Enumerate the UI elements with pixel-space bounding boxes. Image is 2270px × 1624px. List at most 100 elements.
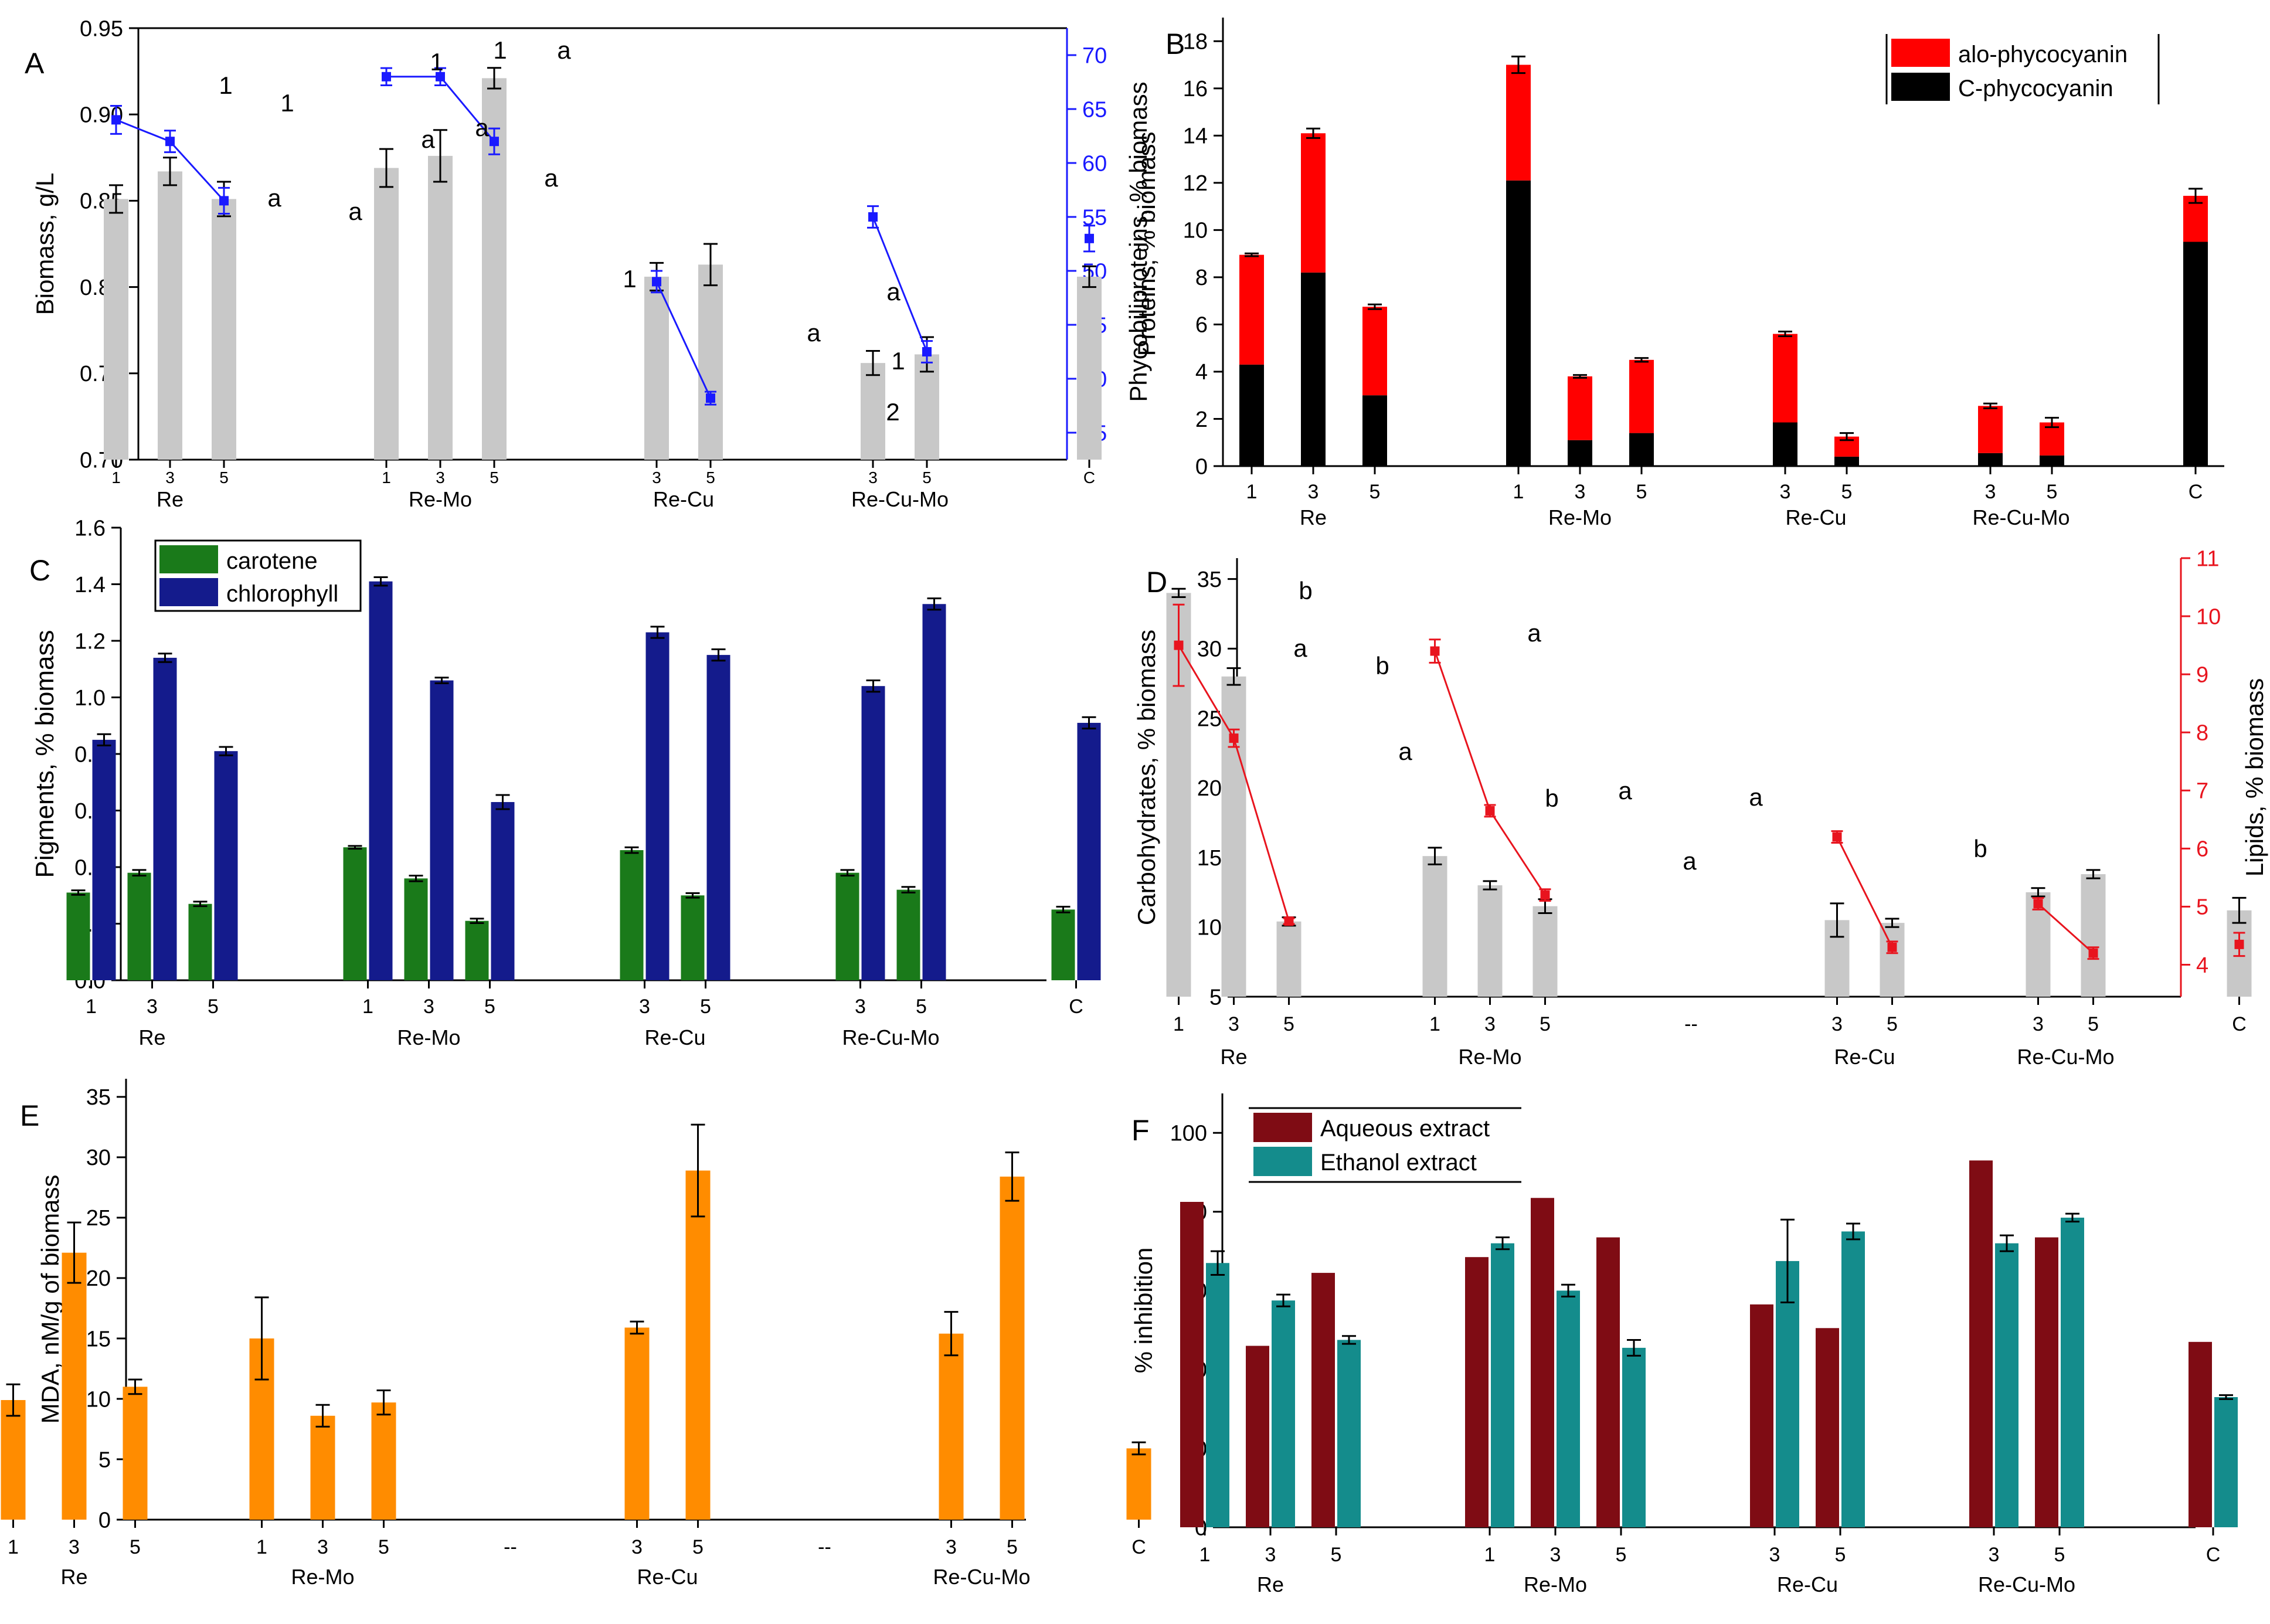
y-tick-label: 35 xyxy=(1197,568,1222,592)
x-tick-label: 5 xyxy=(1636,481,1647,503)
y-tick-label: 4 xyxy=(1195,360,1208,385)
x-group-label: Re-Cu-Mo xyxy=(933,1565,1030,1589)
x-tick-label: 3 xyxy=(165,468,175,487)
y-tick-label: 25 xyxy=(86,1206,111,1231)
significance-label: a xyxy=(807,319,821,346)
ethanol-extract-bar xyxy=(1622,1347,1646,1527)
ethanol-extract-bar xyxy=(1776,1261,1799,1527)
protein-point xyxy=(868,212,878,222)
significance-label: 1 xyxy=(280,89,294,117)
biomass-bar xyxy=(861,363,885,460)
y-tick-label: 1.2 xyxy=(74,629,106,654)
protein-point xyxy=(1085,233,1094,243)
mda-bar xyxy=(371,1402,396,1520)
chlorophyll-bar xyxy=(645,632,670,980)
ethanol-extract-bar xyxy=(1491,1243,1514,1527)
x-tick-label: 3 xyxy=(1780,481,1791,503)
protein-line xyxy=(872,216,928,352)
x-tick-label: -- xyxy=(1684,1013,1698,1035)
y-tick-label: 12 xyxy=(1183,171,1208,196)
alo-phycocyanin-bar xyxy=(1978,406,2003,453)
protein-point xyxy=(490,137,499,147)
x-tick-label: 5 xyxy=(1007,1536,1018,1558)
significance-label: 1 xyxy=(430,48,443,76)
y-tick-label: 10 xyxy=(1183,219,1208,243)
c-phycocyanin-bar xyxy=(1773,422,1797,466)
x-tick-label: 1 xyxy=(86,996,97,1018)
aqueous-extract-bar xyxy=(1311,1273,1335,1527)
panel-letter-a: A xyxy=(25,47,45,80)
x-tick-label: 5 xyxy=(490,468,499,487)
y-tick-label: 8 xyxy=(1195,266,1208,290)
mda-bar xyxy=(62,1252,87,1520)
y-tick-label: 1.6 xyxy=(74,516,106,541)
significance-label: b xyxy=(1545,784,1558,812)
alo-phycocyanin-bar xyxy=(1629,359,1654,433)
x-tick-label: 3 xyxy=(868,468,878,487)
c-phycocyanin-bar xyxy=(1506,180,1531,466)
significance-label: a xyxy=(1683,847,1697,875)
x-tick-label: 5 xyxy=(208,996,219,1018)
x-tick-label: 3 xyxy=(69,1536,80,1558)
y-tick-label: 1.0 xyxy=(74,686,106,711)
y-tick-label: 15 xyxy=(1197,846,1222,871)
y-tick-label: 20 xyxy=(86,1266,111,1291)
carotene-bar xyxy=(465,920,489,980)
x-tick-label: 1 xyxy=(1484,1544,1496,1566)
c-phycocyanin-bar xyxy=(2183,242,2208,466)
aqueous-extract-bar xyxy=(1465,1257,1489,1527)
y-tick-label: 10 xyxy=(1197,916,1222,940)
aqueous-extract-bar xyxy=(1531,1198,1554,1527)
carotene-bar xyxy=(1051,909,1075,980)
x-tick-label: 5 xyxy=(1331,1544,1342,1566)
lipid-point xyxy=(1540,890,1550,900)
x-tick-label: 5 xyxy=(1616,1544,1627,1566)
y-tick-label: 30 xyxy=(86,1146,111,1170)
protein-point xyxy=(706,393,715,403)
biomass-bar xyxy=(104,199,128,460)
chlorophyll-bar xyxy=(214,751,238,980)
biomass-bar xyxy=(428,155,453,460)
y-tick-label: 6 xyxy=(1195,313,1208,338)
x-group-label: Re xyxy=(157,487,183,511)
x-tick-label: -- xyxy=(504,1536,517,1558)
x-group-label: Re-Mo xyxy=(291,1565,354,1589)
mda-bar xyxy=(624,1327,650,1520)
biomass-bar xyxy=(158,171,182,460)
x-tick-label: 5 xyxy=(1540,1013,1551,1035)
carotene-bar xyxy=(620,850,644,980)
panel-f-chart: F020406080100% inhibition135Re135Re-Mo35… xyxy=(1130,1093,2238,1596)
biomass-bar xyxy=(212,199,236,460)
x-tick-label: 3 xyxy=(1831,1013,1843,1035)
x-group-label: Re xyxy=(1300,505,1327,529)
x-tick-label: 3 xyxy=(1985,481,1996,503)
right-y-tick-label: 9 xyxy=(2196,662,2208,687)
c-phycocyanin-bar xyxy=(1629,433,1654,466)
significance-label: b xyxy=(1973,835,1987,862)
legend-swatch-ethanol xyxy=(1253,1147,1312,1176)
significance-label: 1 xyxy=(219,72,232,99)
x-tick-label: 1 xyxy=(1199,1544,1211,1566)
x-tick-label: 5 xyxy=(2047,481,2058,503)
x-tick-label: 3 xyxy=(1989,1544,2000,1566)
legend-swatch-carotene xyxy=(159,545,218,573)
significance-label: a xyxy=(421,125,435,153)
legend-swatch-c-phycocyanin xyxy=(1891,73,1950,101)
legend-label: Aqueous extract xyxy=(1320,1116,1490,1141)
mda-bar xyxy=(1000,1176,1025,1520)
alo-phycocyanin-bar xyxy=(1773,334,1797,423)
x-tick-label: 5 xyxy=(130,1536,141,1558)
aqueous-extract-bar xyxy=(1816,1328,1839,1527)
x-tick-label: 1 xyxy=(362,996,373,1018)
lipid-point xyxy=(1485,806,1495,816)
significance-label: a xyxy=(1398,738,1412,765)
significance-label: 1 xyxy=(623,265,636,293)
y-axis-title: Pigments, % biomass xyxy=(30,630,59,878)
aqueous-extract-bar xyxy=(1969,1160,1993,1527)
legend-label: carotene xyxy=(226,548,318,574)
x-tick-label: 3 xyxy=(1265,1544,1276,1566)
right-y-tick-label: 7 xyxy=(2196,779,2208,804)
y-axis-title: MDA, nM/g of biomass xyxy=(36,1175,64,1424)
mda-bar xyxy=(1,1400,26,1520)
x-tick-label: 5 xyxy=(484,996,495,1018)
